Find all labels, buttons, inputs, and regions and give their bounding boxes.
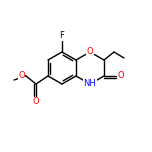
Text: O: O [18,71,25,81]
Text: O: O [33,97,39,106]
Text: NH: NH [84,79,96,88]
Text: O: O [118,71,125,81]
Text: F: F [60,31,64,40]
Text: O: O [87,47,93,57]
